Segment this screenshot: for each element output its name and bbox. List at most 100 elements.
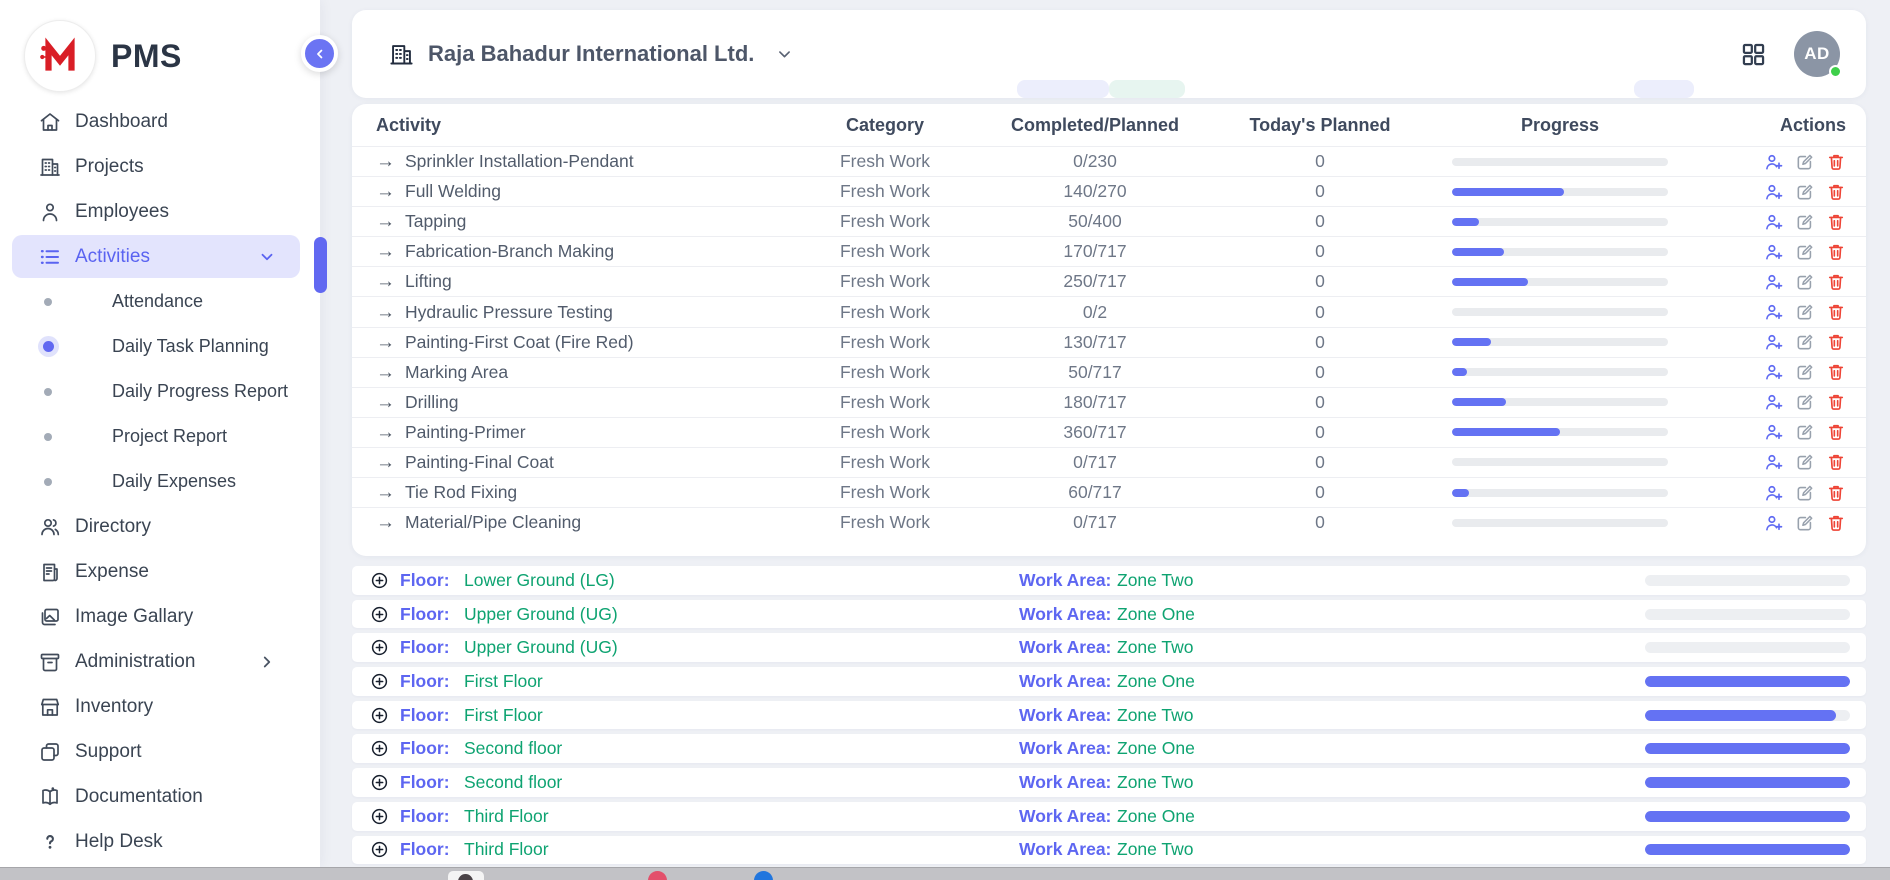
delete-button[interactable] (1826, 422, 1846, 442)
assign-user-button[interactable] (1764, 332, 1784, 352)
sidebar-item-employees[interactable]: Employees (0, 189, 320, 234)
delete-button[interactable] (1826, 392, 1846, 412)
sidebar-item-image-gallary[interactable]: Image Gallary (0, 594, 320, 639)
assign-user-button[interactable] (1764, 152, 1784, 172)
sidebar-item-label: Documentation (75, 785, 203, 807)
edit-button[interactable] (1795, 152, 1815, 172)
online-status-dot (1829, 65, 1842, 78)
progress-bar (1452, 277, 1668, 286)
edit-button[interactable] (1795, 422, 1815, 442)
expand-plus-icon[interactable] (370, 706, 389, 725)
expand-plus-icon[interactable] (370, 571, 389, 590)
activity-completed-planned: 60/717 (1068, 482, 1122, 503)
delete-button[interactable] (1826, 332, 1846, 352)
arrow-right-icon: → (376, 241, 395, 263)
apps-grid-button[interactable] (1740, 41, 1767, 68)
sidebar-item-documentation[interactable]: Documentation (0, 774, 320, 819)
work-area-value: Zone One (1117, 738, 1195, 759)
avatar[interactable]: AD (1794, 31, 1842, 78)
expand-plus-icon[interactable] (370, 807, 389, 826)
sidebar-item-help-desk[interactable]: Help Desk (0, 819, 320, 864)
app-logo[interactable]: PMS (0, 0, 320, 92)
edit-button[interactable] (1795, 212, 1815, 232)
assign-user-button[interactable] (1764, 302, 1784, 322)
sidebar-subitem-attendance[interactable]: Attendance (0, 279, 320, 324)
assign-user-button[interactable] (1764, 362, 1784, 382)
delete-button[interactable] (1826, 483, 1846, 503)
delete-button[interactable] (1826, 242, 1846, 262)
floor-label: Floor: (400, 637, 450, 658)
sidebar-item-administration[interactable]: Administration (0, 639, 320, 684)
assign-user-button[interactable] (1764, 452, 1784, 472)
taskbar-blue-app-icon[interactable] (754, 871, 773, 880)
edit-button[interactable] (1795, 242, 1815, 262)
work-area-label: Work Area: (1019, 839, 1112, 860)
activity-todays-planned: 0 (1315, 301, 1325, 322)
assign-user-button[interactable] (1764, 212, 1784, 232)
delete-button[interactable] (1826, 272, 1846, 292)
company-selector[interactable]: Raja Bahadur International Ltd. (388, 10, 793, 98)
floor-value: Upper Ground (UG) (464, 603, 618, 624)
edit-button[interactable] (1795, 483, 1815, 503)
activity-row: → Drilling Fresh Work 180/717 0 (352, 386, 1866, 417)
edit-button[interactable] (1795, 182, 1815, 202)
expand-plus-icon[interactable] (370, 605, 389, 624)
edit-button[interactable] (1795, 362, 1815, 382)
sidebar-item-label: Help Desk (75, 830, 163, 852)
work-area-value: Zone Two (1117, 704, 1194, 725)
arrow-right-icon: → (376, 451, 395, 473)
edit-button[interactable] (1795, 332, 1815, 352)
activity-name: Painting-Primer (405, 421, 526, 442)
delete-button[interactable] (1826, 513, 1846, 533)
sidebar-item-inventory[interactable]: Inventory (0, 684, 320, 729)
edit-button[interactable] (1795, 302, 1815, 322)
delete-button[interactable] (1826, 182, 1846, 202)
progress-bar (1452, 488, 1668, 497)
edit-button[interactable] (1795, 452, 1815, 472)
chevron-down-icon (776, 46, 793, 63)
edit-button[interactable] (1795, 392, 1815, 412)
delete-button[interactable] (1826, 362, 1846, 382)
assign-user-button[interactable] (1764, 392, 1784, 412)
sidebar-subitem-project-report[interactable]: Project Report (0, 414, 320, 459)
edit-button[interactable] (1795, 513, 1815, 533)
delete-button[interactable] (1826, 452, 1846, 472)
delete-button[interactable] (1826, 152, 1846, 172)
delete-button[interactable] (1826, 212, 1846, 232)
sidebar-item-support[interactable]: Support (0, 729, 320, 774)
taskbar-red-app-icon[interactable] (648, 871, 667, 880)
sidebar-collapse-button[interactable] (301, 35, 338, 72)
expand-plus-icon[interactable] (370, 840, 389, 859)
assign-user-button[interactable] (1764, 272, 1784, 292)
sidebar-item-directory[interactable]: Directory (0, 504, 320, 549)
expand-plus-icon[interactable] (370, 773, 389, 792)
arrow-right-icon: → (376, 211, 395, 233)
sidebar-item-activities[interactable]: Activities (0, 234, 320, 279)
expand-plus-icon[interactable] (370, 739, 389, 758)
taskbar-app-icon[interactable] (448, 871, 484, 880)
arrow-right-icon: → (376, 301, 395, 323)
sidebar-subitem-daily-expenses[interactable]: Daily Expenses (0, 459, 320, 504)
edit-button[interactable] (1795, 272, 1815, 292)
activity-completed-planned: 140/270 (1063, 181, 1127, 202)
delete-button[interactable] (1826, 302, 1846, 322)
sidebar-item-dashboard[interactable]: Dashboard (0, 99, 320, 144)
expand-plus-icon[interactable] (370, 638, 389, 657)
activity-completed-planned: 130/717 (1063, 331, 1127, 352)
activity-category: Fresh Work (839, 211, 931, 232)
top-bar: Raja Bahadur International Ltd. AD (352, 10, 1866, 98)
assign-user-button[interactable] (1764, 513, 1784, 533)
building-icon (388, 41, 415, 68)
expand-plus-icon[interactable] (370, 672, 389, 691)
assign-user-button[interactable] (1764, 242, 1784, 262)
assign-user-button[interactable] (1764, 483, 1784, 503)
progress-bar (1452, 398, 1668, 407)
sidebar-subitem-daily-task-planning[interactable]: Daily Task Planning (0, 324, 320, 369)
assign-user-button[interactable] (1764, 422, 1784, 442)
activity-completed-planned: 50/717 (1068, 361, 1122, 382)
column-header-actions: Actions (1779, 114, 1846, 135)
assign-user-button[interactable] (1764, 182, 1784, 202)
sidebar-subitem-daily-progress-report[interactable]: Daily Progress Report (0, 369, 320, 414)
sidebar-item-expense[interactable]: Expense (0, 549, 320, 594)
sidebar-item-projects[interactable]: Projects (0, 144, 320, 189)
